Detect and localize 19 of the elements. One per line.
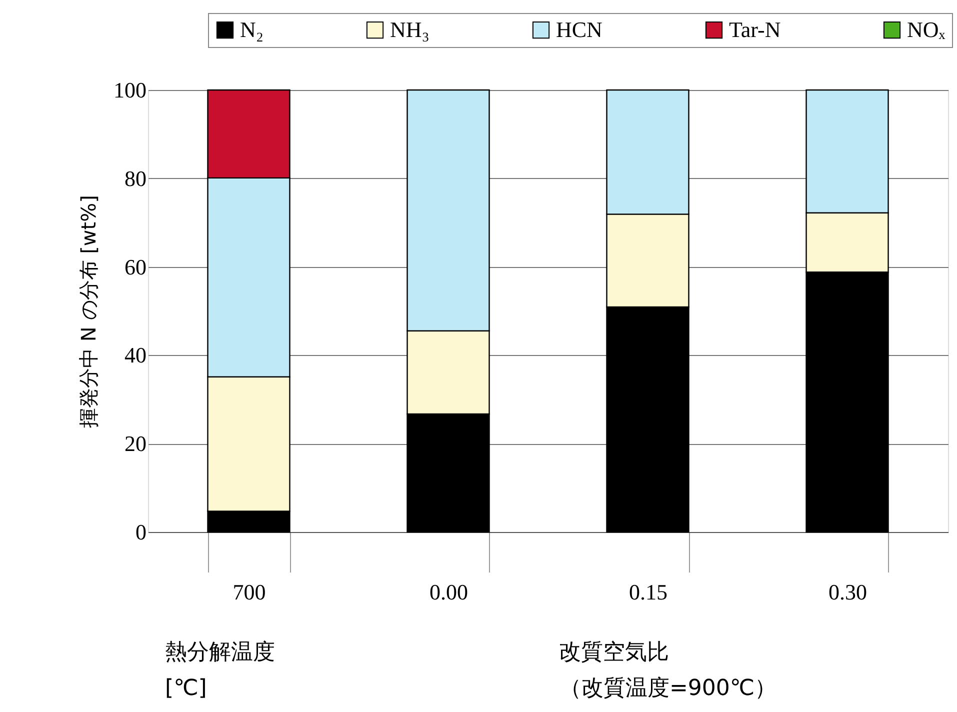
- legend-label: NH₃: [390, 17, 430, 42]
- y-tick-label: 60: [124, 254, 146, 280]
- y-tick-label: 20: [124, 431, 146, 456]
- legend-label: HCN: [556, 17, 603, 42]
- y-tick-label: 100: [114, 78, 146, 102]
- x-tick-label: 0.00: [430, 580, 468, 604]
- y-axis-title: 揮発分中 N の分布 [wt%]: [76, 195, 100, 428]
- y-tick-label: 80: [124, 166, 146, 191]
- text: 熱分解温度 [℃]: [165, 640, 275, 701]
- x-tick-label: 0.30: [828, 580, 867, 604]
- legend-label: NOₓ: [907, 17, 946, 42]
- y-tick-label: 0: [136, 520, 146, 544]
- y-tick-label: 40: [124, 342, 146, 368]
- x-tick-label: 700: [232, 580, 266, 604]
- legend-label: N₂: [240, 17, 264, 42]
- legend-label: Tar-N: [729, 17, 781, 42]
- text: （改質温度=900℃）: [559, 676, 777, 701]
- x-tick-label: 0.15: [629, 580, 668, 604]
- text: 改質空気比: [559, 640, 669, 665]
